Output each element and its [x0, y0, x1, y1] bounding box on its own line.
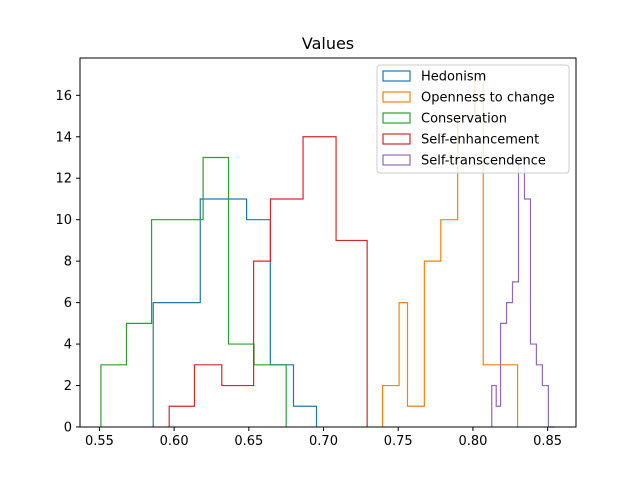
- x-tick-label: 0.65: [234, 434, 263, 449]
- chart-title: Values: [302, 34, 354, 53]
- legend: Hedonism Openness to change Conservation Se…: [376, 64, 570, 174]
- x-tick-label: 0.75: [384, 434, 413, 449]
- x-tick-label: 0.70: [309, 434, 338, 449]
- legend-box: [376, 64, 570, 174]
- y-tick-label: 0: [64, 421, 72, 436]
- legend-swatch: [382, 91, 411, 103]
- y-axis-ticks: 0 2 4 6 8 10 12 14 16: [55, 89, 80, 436]
- x-tick-label: 0.60: [160, 434, 189, 449]
- y-tick-label: 12: [55, 172, 72, 187]
- histogram-series-0: [152, 198, 318, 427]
- histogram-series-1: [381, 73, 519, 427]
- y-tick-label: 4: [64, 338, 72, 353]
- y-tick-label: 16: [55, 89, 72, 104]
- x-tick-label: 0.80: [458, 434, 487, 449]
- legend-swatch: [382, 154, 411, 166]
- y-tick-label: 14: [55, 130, 72, 145]
- x-axis-ticks: 0.55 0.60 0.65 0.70 0.75 0.80 0.85: [85, 427, 562, 449]
- histogram-series-2: [100, 156, 287, 427]
- histogram-series-3: [168, 136, 368, 427]
- histogram-series-4: [491, 156, 555, 428]
- legend-swatch: [382, 133, 411, 145]
- plot-frame: [79, 57, 577, 428]
- legend-label: Openness to change: [421, 91, 555, 106]
- legend-label: Self-transcendence: [421, 154, 546, 169]
- y-tick-label: 6: [64, 296, 72, 311]
- x-tick-label: 0.85: [533, 434, 562, 449]
- y-tick-label: 2: [64, 379, 72, 394]
- legend-label: Conservation: [421, 112, 507, 127]
- legend-label: Hedonism: [421, 70, 486, 85]
- y-tick-label: 10: [55, 213, 72, 228]
- legend-swatch: [382, 70, 411, 82]
- y-tick-label: 8: [64, 255, 72, 270]
- legend-label: Self-enhancement: [421, 133, 539, 148]
- legend-swatch: [382, 112, 411, 124]
- x-tick-label: 0.55: [85, 434, 114, 449]
